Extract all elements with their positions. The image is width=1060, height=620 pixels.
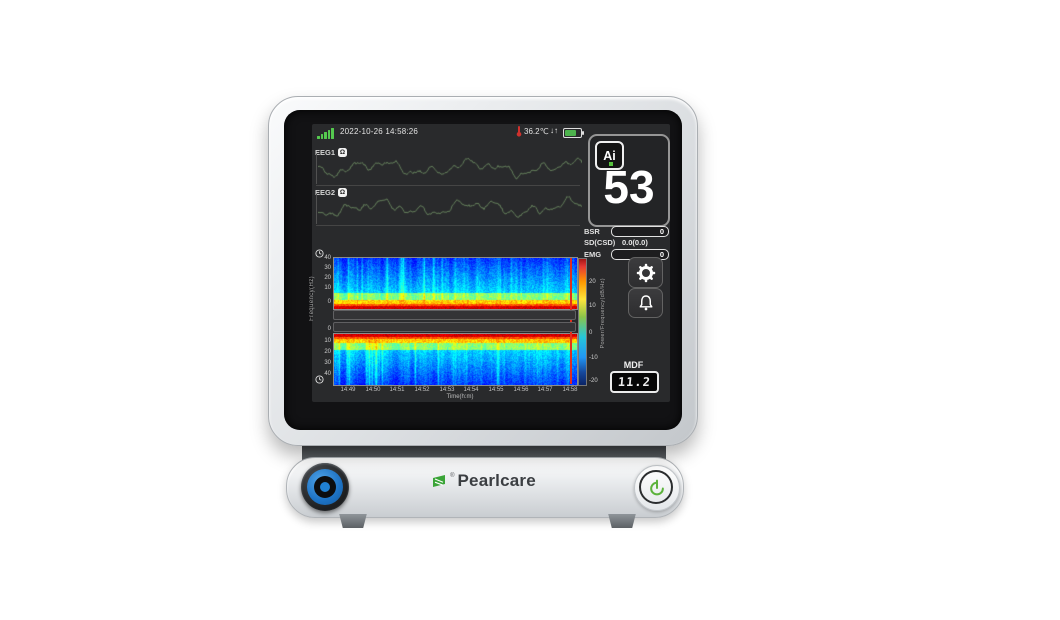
arrows-updown-icon: ↓↑ (550, 126, 558, 135)
freq-tick: 40 (324, 371, 331, 377)
freq-tick: 40 (324, 255, 331, 261)
spectrogram-eeg2 (333, 333, 578, 386)
settings-button[interactable] (628, 257, 663, 288)
foot-right (608, 514, 636, 528)
freq-tick: 20 (324, 275, 331, 281)
bell-icon (639, 295, 652, 311)
sd-label: SD(CSD) (584, 238, 616, 247)
eeg2-scale-ruler (316, 194, 317, 224)
time-tick: 14:50 (365, 387, 381, 393)
time-tick: 14:49 (340, 387, 356, 393)
colorbar-tick: 20 (589, 279, 596, 285)
bsr-label: BSR (584, 227, 600, 236)
freq-tick: 20 (324, 349, 331, 355)
time-tick: 14:58 (562, 387, 578, 393)
datetime: 2022-10-26 14:58:26 (340, 127, 419, 136)
eeg1-baseline (316, 185, 580, 186)
spectrum-top-clock-icon (315, 249, 324, 258)
rotary-knob[interactable] (301, 463, 349, 511)
mdf-display: 11.2 (610, 371, 659, 393)
time-tick: 14:55 (488, 387, 504, 393)
eeg1-scale-ruler (316, 154, 317, 184)
spectrum-bottom-clock-icon (315, 375, 324, 384)
time-tick: 14:57 (537, 387, 553, 393)
spectrogram-eeg1 (333, 257, 578, 310)
emg-label: EMG (584, 250, 602, 259)
battery-fill (565, 129, 576, 136)
freq-tick: 30 (324, 360, 331, 366)
freq-tick: 10 (324, 338, 331, 344)
battery-icon (563, 127, 584, 138)
brand-name: Pearlcare (457, 471, 536, 490)
power-button[interactable] (634, 465, 680, 511)
colorbar-axis-label: Power/Frequency(dB/Hz) (600, 278, 606, 349)
time-tick: 14:52 (414, 387, 430, 393)
temperature: 36.2℃ (524, 127, 549, 136)
colorbar-tick: -20 (589, 378, 598, 384)
time-tick: 14:54 (463, 387, 479, 393)
base-unit (286, 457, 684, 518)
eeg2-baseline (316, 225, 580, 226)
signal-bars-icon (317, 128, 337, 139)
colorbar-tick: -10 (589, 355, 598, 361)
colorbar (578, 258, 587, 386)
emg-value: 0 (659, 250, 664, 259)
time-axis-label: Time(h:m) (446, 394, 474, 400)
freq-axis-label: Frequency(Hz) (309, 276, 315, 321)
mdf-value: 11.2 (617, 375, 652, 389)
foot-left (339, 514, 367, 528)
bsr-value: 0 (659, 227, 664, 236)
eeg1-waveform (318, 152, 582, 184)
ai-badge: Ai (595, 141, 624, 170)
sd-value: 0.0(0.0) (622, 238, 648, 247)
spectrogram-gap-bar-2 (333, 322, 576, 332)
knob-center-dot (320, 482, 330, 492)
time-tick: 14:56 (513, 387, 529, 393)
freq-tick: 0 (327, 326, 331, 332)
gear-icon (636, 263, 655, 282)
alarm-button[interactable] (628, 288, 663, 318)
brand-flag-icon (433, 474, 446, 487)
time-cursor-line (570, 258, 572, 384)
time-tick: 14:53 (439, 387, 455, 393)
ai-badge-green-dot (609, 162, 613, 166)
thermometer-icon (516, 126, 522, 137)
eeg2-waveform (318, 192, 582, 224)
power-button-ring (639, 470, 673, 504)
brand-logo: ® Pearlcare (384, 471, 584, 491)
freq-tick: 0 (327, 299, 331, 305)
spectrogram-gap-bar-1 (333, 310, 576, 320)
index-panel: Ai 53 (588, 134, 670, 227)
freq-tick: 30 (324, 265, 331, 271)
bsr-bar: 0 (611, 226, 669, 237)
time-tick: 14:51 (389, 387, 405, 393)
colorbar-tick: 0 (589, 330, 593, 336)
display-area: 2022-10-26 14:58:26 36.2℃ ↓↑ EEG1 Ω EEG2… (309, 124, 670, 402)
index-value: 53 (603, 161, 655, 213)
freq-tick: 10 (324, 285, 331, 291)
colorbar-tick: 10 (589, 303, 596, 309)
mdf-label: MDF (623, 360, 644, 370)
ai-badge-text: Ai (603, 148, 616, 163)
registered-mark: ® (450, 473, 455, 479)
